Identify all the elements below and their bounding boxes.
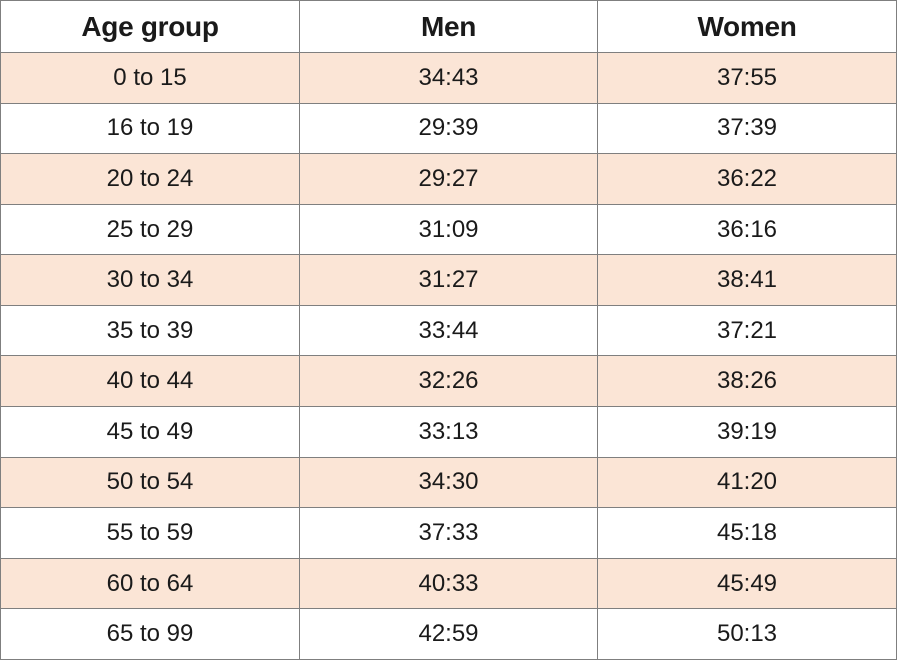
cell-men: 37:33 (299, 507, 598, 559)
cell-age-group: 60 to 64 (0, 557, 300, 610)
cell-men: 42:59 (299, 608, 598, 660)
table-row: 55 to 59 37:33 45:18 (0, 507, 897, 559)
table-row: 40 to 44 32:26 38:26 (0, 355, 897, 408)
cell-women: 41:20 (597, 456, 897, 509)
cell-women: 45:18 (597, 507, 897, 559)
cell-age-group: 65 to 99 (0, 608, 300, 660)
cell-age-group: 55 to 59 (0, 507, 300, 559)
cell-men: 40:33 (299, 557, 598, 610)
cell-women: 50:13 (597, 608, 897, 660)
table-row: 30 to 34 31:27 38:41 (0, 254, 897, 306)
table-row: 65 to 99 42:59 50:13 (0, 608, 897, 660)
cell-men: 34:30 (299, 456, 598, 509)
cell-age-group: 20 to 24 (0, 153, 300, 205)
cell-women: 37:21 (597, 304, 897, 357)
cell-age-group: 30 to 34 (0, 254, 300, 306)
cell-women: 38:41 (597, 254, 897, 306)
table-row: 25 to 29 31:09 36:16 (0, 203, 897, 256)
cell-age-group: 45 to 49 (0, 406, 300, 458)
table-row: 60 to 64 40:33 45:49 (0, 557, 897, 610)
cell-age-group: 50 to 54 (0, 456, 300, 509)
cell-men: 34:43 (299, 52, 598, 104)
cell-age-group: 35 to 39 (0, 304, 300, 357)
cell-men: 31:09 (299, 203, 598, 256)
header-age-group: Age group (0, 0, 300, 53)
cell-women: 37:39 (597, 102, 897, 155)
cell-men: 33:44 (299, 304, 598, 357)
cell-men: 29:39 (299, 102, 598, 155)
cell-men: 33:13 (299, 406, 598, 458)
cell-age-group: 16 to 19 (0, 102, 300, 155)
cell-women: 37:55 (597, 52, 897, 104)
cell-age-group: 0 to 15 (0, 52, 300, 104)
cell-men: 29:27 (299, 153, 598, 205)
cell-women: 39:19 (597, 406, 897, 458)
table-row: 35 to 39 33:44 37:21 (0, 304, 897, 357)
header-women: Women (597, 0, 897, 53)
table-row: 16 to 19 29:39 37:39 (0, 102, 897, 155)
cell-age-group: 40 to 44 (0, 355, 300, 408)
header-men: Men (299, 0, 598, 53)
cell-women: 45:49 (597, 557, 897, 610)
table-row: 50 to 54 34:30 41:20 (0, 456, 897, 509)
cell-women: 36:22 (597, 153, 897, 205)
cell-men: 31:27 (299, 254, 598, 306)
table-row: 45 to 49 33:13 39:19 (0, 406, 897, 458)
cell-women: 38:26 (597, 355, 897, 408)
cell-age-group: 25 to 29 (0, 203, 300, 256)
cell-men: 32:26 (299, 355, 598, 408)
table-row: 20 to 24 29:27 36:22 (0, 153, 897, 205)
cell-women: 36:16 (597, 203, 897, 256)
table-header-row: Age group Men Women (0, 0, 897, 53)
table-row: 0 to 15 34:43 37:55 (0, 52, 897, 104)
